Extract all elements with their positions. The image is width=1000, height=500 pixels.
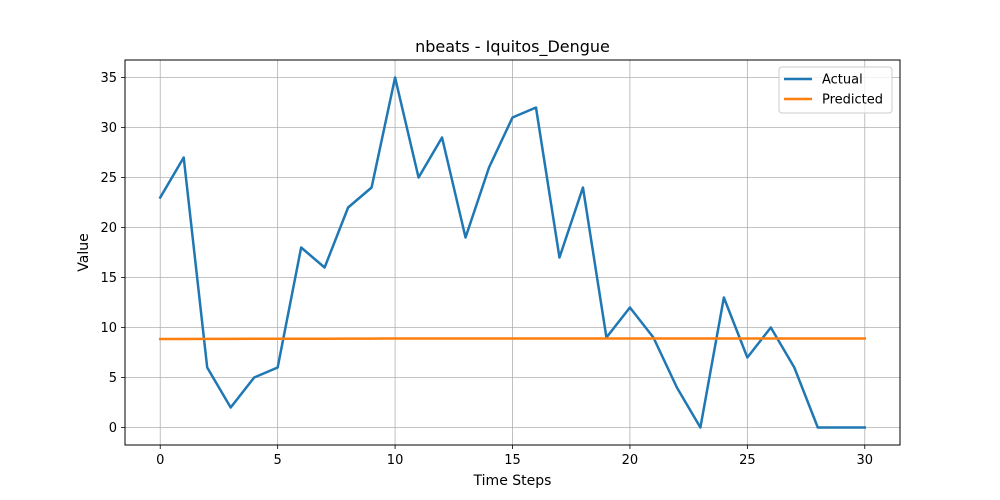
chart-title: nbeats - Iquitos_Dengue [415, 37, 610, 57]
y-tick-label: 20 [100, 221, 117, 236]
series-line-actual [158, 76, 867, 429]
y-tick-label: 25 [100, 171, 117, 186]
legend: Actual Predicted [778, 66, 893, 114]
x-tick-label: 25 [739, 453, 756, 468]
series-line-predicted [158, 337, 867, 341]
y-tick-label: 10 [100, 321, 117, 336]
x-tick-label: 20 [622, 453, 639, 468]
y-tick-label: 15 [100, 271, 117, 286]
y-tick-label: 5 [109, 371, 117, 386]
axis-ticks: 0 5 10 15 20 25 30 0 5 10 15 20 25 30 35 [100, 71, 873, 468]
x-tick-label: 0 [156, 453, 164, 468]
y-axis-label: Value [76, 233, 92, 271]
y-tick-label: 30 [100, 121, 117, 136]
x-tick-label: 15 [504, 453, 521, 468]
legend-label-predicted: Predicted [822, 93, 883, 108]
y-tick-label: 0 [109, 421, 117, 436]
y-tick-label: 35 [100, 71, 117, 86]
series-lines [158, 76, 867, 429]
x-tick-label: 10 [387, 453, 404, 468]
legend-label-actual: Actual [822, 73, 863, 88]
x-axis-label: Time Steps [473, 473, 552, 489]
x-tick-label: 30 [856, 453, 873, 468]
x-tick-label: 5 [274, 453, 282, 468]
